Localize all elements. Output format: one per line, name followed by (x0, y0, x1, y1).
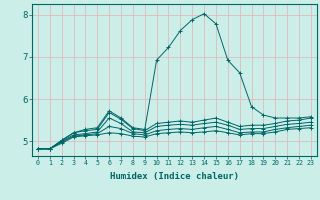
X-axis label: Humidex (Indice chaleur): Humidex (Indice chaleur) (110, 172, 239, 181)
